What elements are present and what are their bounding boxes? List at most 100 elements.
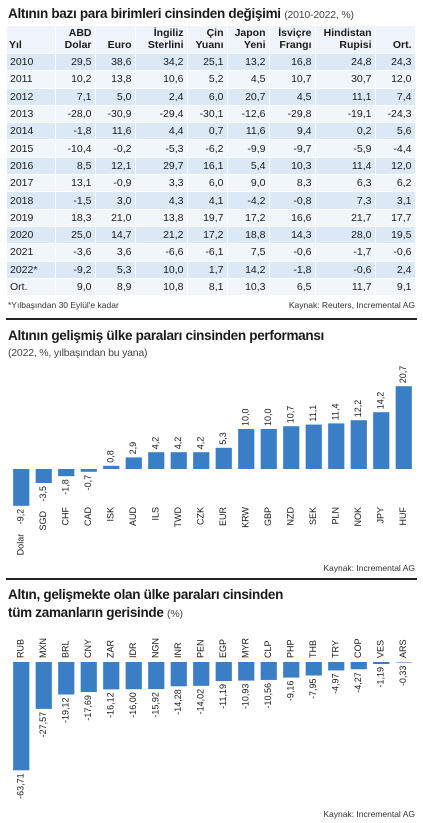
divider (6, 318, 417, 320)
bar (148, 662, 165, 690)
x-tick-label: THB (308, 640, 318, 658)
cell: 24,8 (315, 52, 376, 71)
x-tick-label: MXN (38, 638, 48, 658)
value-label: -14,28 (173, 689, 183, 715)
cell: 1,7 (187, 260, 228, 279)
value-label: 10,0 (263, 408, 273, 426)
bar (373, 662, 390, 665)
cell: 38,6 (95, 52, 136, 71)
cell: 34,2 (135, 52, 188, 71)
row-label: 2010 (7, 52, 56, 71)
cell: -24,3 (375, 104, 416, 123)
cell: -1,5 (55, 191, 96, 210)
x-tick-label: NGN (151, 638, 161, 658)
cell: 13,8 (95, 70, 136, 89)
header-cell: İngiliz Sterlini (135, 26, 188, 54)
header-text: Hindistan (323, 27, 372, 39)
row-label: 2018 (7, 191, 56, 210)
cell: -0,2 (95, 139, 136, 158)
chart-source: Kaynak: Incremental AG (323, 563, 415, 573)
value-label: 20,7 (398, 366, 408, 384)
chart-title: Altının gelişmiş ülke paraları cinsinden… (8, 328, 324, 343)
header-text: ABD (68, 27, 92, 39)
cell: -6,1 (187, 243, 228, 262)
chart-title: Altın, gelişmekte olan ülke paraları cin… (8, 587, 284, 620)
table-subtitle: (2010-2022, %) (284, 9, 354, 21)
cell: 4,4 (135, 122, 188, 140)
chart: -63,71 RUB -27,57 MXN -19,12 BRL -17,69 CNY -16,… (13, 638, 412, 799)
x-tick-label: Dolar (16, 534, 26, 556)
cell: 5,6 (375, 122, 416, 140)
x-tick-label: PHP (286, 639, 296, 658)
cell: 12,0 (375, 70, 416, 89)
cell: 0,7 (187, 122, 228, 140)
x-tick-label: AUD (128, 507, 138, 527)
cell: 12,1 (95, 156, 136, 175)
cell: 9,0 (227, 174, 270, 192)
value-label: 2,9 (128, 442, 138, 455)
header-cell: Japon Yeni (227, 26, 270, 54)
x-tick-label: JPY (376, 507, 386, 524)
value-label: -10,93 (241, 684, 251, 710)
x-tick-label: COP (353, 638, 363, 658)
row-label: 2011 (7, 70, 56, 89)
cell: 7,1 (55, 87, 96, 106)
value-label: 4,2 (151, 437, 161, 450)
value-label: -1,19 (376, 667, 386, 688)
bar (328, 423, 345, 469)
cell: 6,5 (269, 277, 316, 296)
cell: 21,7 (315, 208, 376, 227)
value-label: -11,19 (218, 684, 228, 709)
cell: 14,7 (95, 225, 136, 244)
cell: 21,2 (135, 225, 188, 244)
value-label: -16,12 (106, 692, 116, 718)
x-tick-label: CNY (83, 639, 93, 658)
cell: 5,4 (227, 156, 270, 175)
cell: 17,2 (227, 208, 270, 227)
cell: 5,2 (187, 70, 228, 89)
value-label: -10,56 (263, 683, 273, 709)
header-cell: Euro (95, 26, 136, 54)
bar (283, 662, 300, 678)
value-label: -0,33 (398, 666, 408, 687)
bar (373, 412, 390, 469)
x-tick-label: ZAR (106, 639, 116, 658)
cell: -5,3 (135, 139, 188, 158)
table-title: Altının bazı para birimleri cinsinden de… (8, 6, 281, 21)
cell: -30,9 (95, 104, 136, 123)
cell: 3,1 (375, 191, 416, 210)
bar (395, 386, 412, 469)
table-row: Ort. 9,0 8,9 10,8 8,1 10,3 6,5 11,7 9,1 (7, 277, 416, 296)
table-body: 2010 29,5 38,6 34,2 25,1 13,2 16,8 24,8 24,3 2011… (7, 52, 416, 296)
cell: -3,6 (55, 243, 96, 262)
cell: 17,7 (375, 208, 416, 227)
cell: 16,6 (269, 208, 316, 227)
table-source: Kaynak: Reuters, Incremental AG (288, 300, 415, 310)
cell: 20,7 (227, 87, 270, 106)
x-tick-label: CAD (83, 507, 93, 527)
value-label: 11,1 (308, 405, 318, 422)
x-tick-label: EGP (218, 639, 228, 658)
x-tick-label: EUR (218, 507, 228, 527)
header-cell: Ort. (375, 26, 416, 54)
bar (125, 457, 142, 469)
footnote: *Yılbaşından 30 Eylül'e kadar (8, 300, 119, 310)
table-row: 2012 7,1 5,0 2,4 6,0 20,7 4,5 11,1 7,4 (7, 87, 416, 106)
table-title-row: Altının bazı para birimleri cinsinden de… (8, 6, 354, 21)
bar (260, 429, 277, 469)
bar (193, 662, 210, 686)
cell: -6,2 (187, 139, 228, 158)
header-text: İsviçre (278, 27, 312, 39)
cell: 6,0 (187, 174, 228, 192)
x-tick-label: TWD (173, 507, 183, 528)
cell: -0,9 (95, 174, 136, 192)
cell: 5,0 (95, 87, 136, 106)
cell: 29,7 (135, 156, 188, 175)
cell: -0,6 (315, 260, 376, 279)
x-tick-label: GBP (263, 507, 273, 526)
cell: 2,4 (135, 87, 188, 106)
value-label: -63,71 (16, 773, 26, 799)
cell: -1,8 (55, 122, 96, 140)
value-label: -3,5 (38, 486, 48, 502)
x-tick-label: HUF (398, 507, 408, 526)
